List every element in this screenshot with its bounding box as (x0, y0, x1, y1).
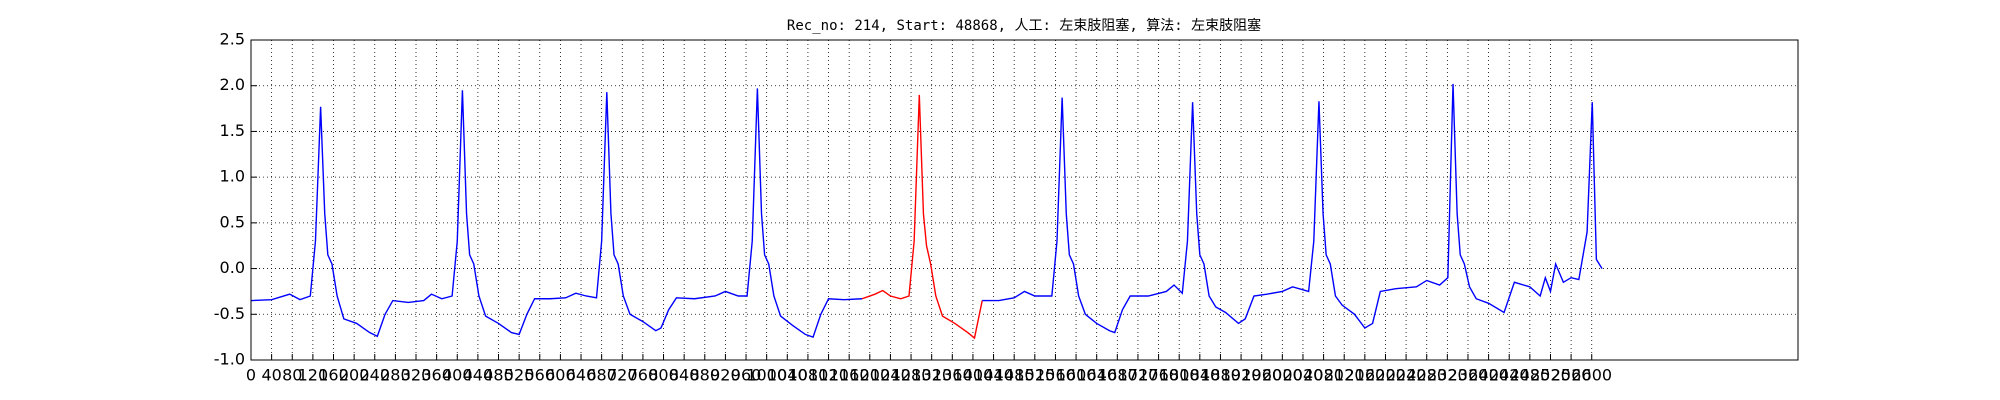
x-tick-label: 2560 (1551, 366, 1592, 385)
x-tick-label: 2000 (1262, 366, 1303, 385)
x-tick-label: 960 (731, 366, 762, 385)
x-tick-label: 1640 (1076, 366, 1117, 385)
x-tick-label: 1200 (849, 366, 890, 385)
chart-title: Rec_no: 214, Start: 48868, 人工: 左束肢阻塞, 算法… (787, 17, 1261, 34)
x-tick-label: 920 (710, 366, 741, 385)
x-tick-label: 40 (261, 366, 281, 385)
x-tick-label: 80 (282, 366, 302, 385)
x-tick-label: 800 (648, 366, 679, 385)
x-tick-label: 2040 (1283, 366, 1324, 385)
signal-line (250, 88, 863, 339)
signal-line (861, 94, 983, 340)
x-tick-label: 1360 (932, 366, 973, 385)
x-tick-label: 400 (442, 366, 473, 385)
x-tick-label: 1520 (1014, 366, 1055, 385)
y-tick-label: 0.0 (220, 258, 245, 277)
x-tick-label: 520 (504, 366, 535, 385)
x-tick-label: 1440 (973, 366, 1014, 385)
x-tick-label: 1880 (1200, 366, 1241, 385)
x-tick-label: 2240 (1386, 366, 1427, 385)
x-tick-label: 2200 (1365, 366, 1406, 385)
x-tick-label: 1080 (788, 366, 829, 385)
x-tick-label: 1920 (1221, 366, 1262, 385)
x-tick-label: 1280 (891, 366, 932, 385)
x-tick-label: 280 (380, 366, 411, 385)
x-tick-label: 1760 (1138, 366, 1179, 385)
x-tick-label: 2160 (1344, 366, 1385, 385)
x-tick-label: 120 (298, 366, 329, 385)
x-tick-label: 2520 (1530, 366, 1571, 385)
x-tick-label: 200 (339, 366, 370, 385)
x-tick-label: 1720 (1118, 366, 1159, 385)
y-tick-label: -1.0 (214, 350, 245, 369)
x-tick-label: 640 (566, 366, 597, 385)
plot-frame (250, 39, 1799, 361)
x-tick-label: 1480 (994, 366, 1035, 385)
x-tick-label: 680 (586, 366, 617, 385)
x-tick-label: 1840 (1179, 366, 1220, 385)
x-tick-label: 600 (545, 366, 576, 385)
x-tick-label: 440 (463, 366, 494, 385)
x-tick-label: 2480 (1509, 366, 1550, 385)
x-tick-label: 760 (628, 366, 659, 385)
x-tick-label: 1000 (746, 366, 787, 385)
x-tick-label: 1960 (1241, 366, 1282, 385)
x-tick-label: 360 (421, 366, 452, 385)
x-tick-label: 880 (690, 366, 721, 385)
x-tick-label: 1240 (870, 366, 911, 385)
x-tick-label: 1120 (808, 366, 849, 385)
x-tick-label: 2600 (1571, 366, 1612, 385)
x-tick-label: 1560 (1035, 366, 1076, 385)
x-tick-label: 1800 (1159, 366, 1200, 385)
x-tick-label: 720 (607, 366, 638, 385)
y-tick-label: 2.5 (220, 30, 245, 49)
x-tick-label: 320 (401, 366, 432, 385)
x-tick-label: 2320 (1427, 366, 1468, 385)
x-tick-label: 2400 (1468, 366, 1509, 385)
x-tick-label: 1680 (1097, 366, 1138, 385)
x-tick-label: 480 (483, 366, 514, 385)
signal-line (982, 83, 1603, 334)
y-tick-label: 0.5 (220, 212, 245, 231)
x-tick-label: 240 (359, 366, 390, 385)
x-tick-label: 2080 (1303, 366, 1344, 385)
x-tick-label: 840 (669, 366, 700, 385)
x-tick-label: 2280 (1406, 366, 1447, 385)
x-tick-label: 2360 (1448, 366, 1489, 385)
x-tick-label: 1400 (953, 366, 994, 385)
y-tick-label: -0.5 (214, 304, 245, 323)
x-tick-label: 560 (524, 366, 555, 385)
x-tick-label: 160 (318, 366, 349, 385)
y-tick-label: 2.0 (220, 75, 245, 94)
x-tick-label: 2440 (1489, 366, 1530, 385)
x-tick-label: 2120 (1324, 366, 1365, 385)
x-tick-label: 1040 (767, 366, 808, 385)
x-tick-label: 1160 (829, 366, 870, 385)
x-tick-label: 1320 (911, 366, 952, 385)
x-tick-label: 0 (246, 366, 256, 385)
x-tick-label: 1600 (1056, 366, 1097, 385)
y-tick-label: 1.0 (220, 167, 245, 186)
y-tick-label: 1.5 (220, 121, 245, 140)
